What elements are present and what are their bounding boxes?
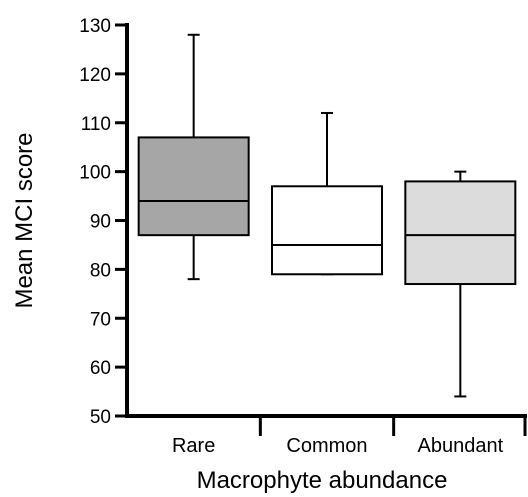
box-body: [404, 180, 517, 286]
y-axis-ticks: 50 60 70 80 90 100 110 120 130: [79, 16, 127, 428]
x-axis-title: Macrophyte abundance: [197, 467, 448, 494]
x-category-label: Abundant: [418, 435, 504, 457]
y-tick-label: 60: [90, 358, 111, 379]
y-tick-label: 70: [90, 309, 111, 330]
box-plot-series: [137, 33, 517, 398]
x-category-label: Common: [286, 435, 367, 457]
box-body: [271, 185, 383, 276]
box-body: [137, 136, 250, 237]
y-tick-label: 80: [90, 260, 111, 281]
y-tick-label: 120: [79, 65, 111, 86]
y-tick-label: 50: [90, 407, 111, 428]
y-tick-label: 130: [79, 16, 111, 37]
y-tick-label: 110: [81, 114, 111, 135]
x-axis-categories: Rare Common Abundant: [172, 416, 527, 457]
x-category-label: Rare: [172, 435, 215, 457]
y-tick-label: 90: [90, 212, 111, 233]
box-group: [404, 170, 517, 398]
y-axis-title: Mean MCI score: [11, 132, 38, 308]
box-group: [137, 33, 250, 281]
y-tick-label: 100: [79, 163, 111, 184]
box-group: [271, 111, 383, 276]
